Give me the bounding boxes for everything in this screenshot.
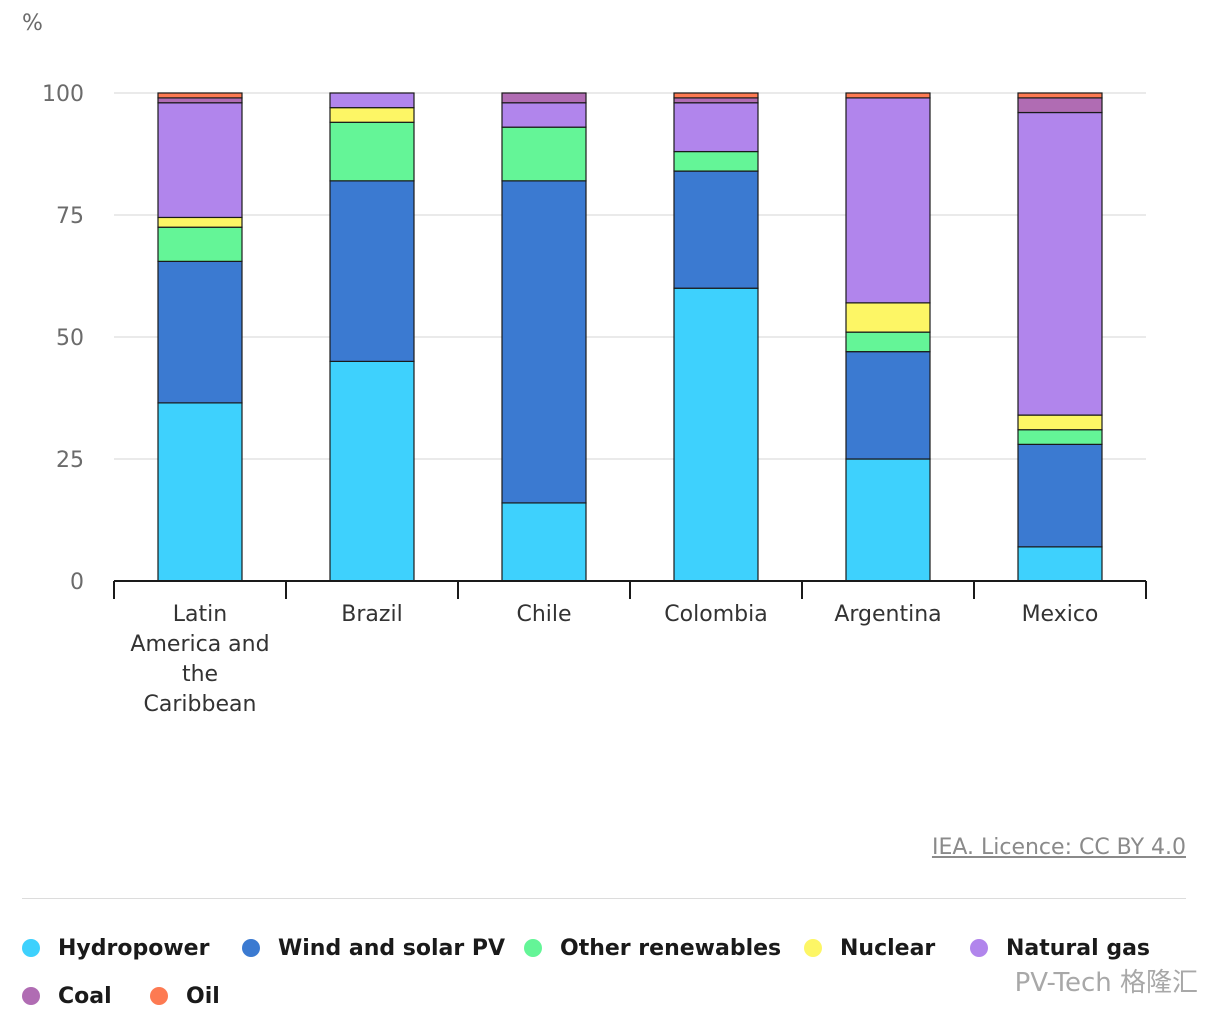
legend-divider xyxy=(22,898,1186,899)
bar-segment[interactable] xyxy=(157,216,243,228)
x-category-label: Colombia xyxy=(664,602,767,627)
bar-segment[interactable] xyxy=(1017,429,1103,445)
gridlines xyxy=(114,92,1146,460)
y-axis-unit-label: % xyxy=(22,11,43,36)
legend-label: Other renewables xyxy=(560,935,782,961)
y-tick-label: 50 xyxy=(56,326,84,351)
bar-segment[interactable] xyxy=(845,92,931,99)
bar-segment[interactable] xyxy=(329,180,415,362)
legend-label: Hydropower xyxy=(58,935,210,961)
bar-segment[interactable] xyxy=(845,351,931,460)
legend-swatch xyxy=(150,987,168,1005)
legend-label: Oil xyxy=(186,983,220,1009)
legend-swatch xyxy=(22,939,40,957)
bar-stack xyxy=(501,92,587,582)
legend-item[interactable]: Other renewables xyxy=(524,928,781,968)
bar-segment[interactable] xyxy=(1017,97,1103,114)
x-category-label: Brazil xyxy=(341,602,402,627)
y-tick-label: 100 xyxy=(42,82,84,107)
legend-item[interactable]: Wind and solar PV xyxy=(242,928,505,968)
bar-segment[interactable] xyxy=(501,126,587,182)
legend-label: Nuclear xyxy=(840,935,936,961)
bar-segment[interactable] xyxy=(845,458,931,582)
bar-segment[interactable] xyxy=(157,260,243,404)
legend-label: Coal xyxy=(58,983,112,1009)
legend-item[interactable]: Natural gas xyxy=(970,928,1150,968)
bar-segment[interactable] xyxy=(157,226,243,262)
x-category-label: Chile xyxy=(516,602,571,627)
y-axis-ticks: 0 25 50 75 100 xyxy=(42,82,84,595)
x-category-label: Mexico xyxy=(1022,602,1099,627)
stacked-bar-chart: % 0 25 50 75 100 Latin America and the Caribbea… xyxy=(22,11,1147,717)
bar-segment[interactable] xyxy=(157,402,243,582)
legend-swatch xyxy=(242,939,260,957)
bar-segment[interactable] xyxy=(157,92,243,99)
bar-segment[interactable] xyxy=(1017,546,1103,582)
bar-segment[interactable] xyxy=(673,97,759,104)
bar-segment[interactable] xyxy=(845,331,931,353)
bar-segment[interactable] xyxy=(1017,111,1103,416)
bar-stack xyxy=(1017,92,1103,582)
legend-item[interactable]: Hydropower xyxy=(22,928,209,968)
bar-segment[interactable] xyxy=(157,97,243,104)
bar-segment[interactable] xyxy=(157,102,243,219)
bar-stack xyxy=(845,92,931,582)
x-axis: Latin America and the Caribbean Brazil Chile C… xyxy=(113,580,1147,717)
bar-segment[interactable] xyxy=(673,92,759,99)
y-tick-label: 75 xyxy=(56,204,84,229)
bar-segment[interactable] xyxy=(673,170,759,289)
bar-segment[interactable] xyxy=(673,150,759,172)
x-category-label: Latin America and the Caribbean xyxy=(130,602,269,717)
bar-segment[interactable] xyxy=(845,97,931,304)
legend-swatch xyxy=(804,939,822,957)
x-category-label: Argentina xyxy=(834,602,941,627)
watermark: PV-Tech 格隆汇 xyxy=(1014,968,1198,998)
source-licence-link[interactable]: IEA. Licence: CC BY 4.0 xyxy=(931,835,1186,860)
legend-item[interactable]: Nuclear xyxy=(804,928,935,968)
bar-stack xyxy=(329,92,415,582)
bar-segment[interactable] xyxy=(329,360,415,582)
legend-label: Wind and solar PV xyxy=(278,935,506,961)
legend-swatch xyxy=(524,939,542,957)
bar-segment[interactable] xyxy=(501,180,587,504)
bar-segment[interactable] xyxy=(501,502,587,582)
bar-segment[interactable] xyxy=(329,92,415,109)
bar-segment[interactable] xyxy=(1017,443,1103,548)
y-tick-label: 25 xyxy=(56,448,84,473)
bars xyxy=(157,92,1103,582)
legend-item[interactable]: Coal xyxy=(22,976,112,1016)
bar-segment[interactable] xyxy=(673,102,759,153)
bar-stack xyxy=(157,92,243,582)
bar-segment[interactable] xyxy=(501,102,587,128)
bar-segment[interactable] xyxy=(329,121,415,182)
bar-segment[interactable] xyxy=(1017,414,1103,431)
legend-swatch xyxy=(22,987,40,1005)
legend-item[interactable]: Oil xyxy=(150,976,220,1016)
y-tick-label: 0 xyxy=(70,570,84,595)
bar-segment[interactable] xyxy=(1017,92,1103,99)
bar-segment[interactable] xyxy=(501,92,587,104)
bar-segment[interactable] xyxy=(845,302,931,333)
bar-segment[interactable] xyxy=(329,107,415,123)
legend-label: Natural gas xyxy=(1006,935,1151,961)
bar-segment[interactable] xyxy=(673,287,759,582)
bar-stack xyxy=(673,92,759,582)
legend-swatch xyxy=(970,939,988,957)
